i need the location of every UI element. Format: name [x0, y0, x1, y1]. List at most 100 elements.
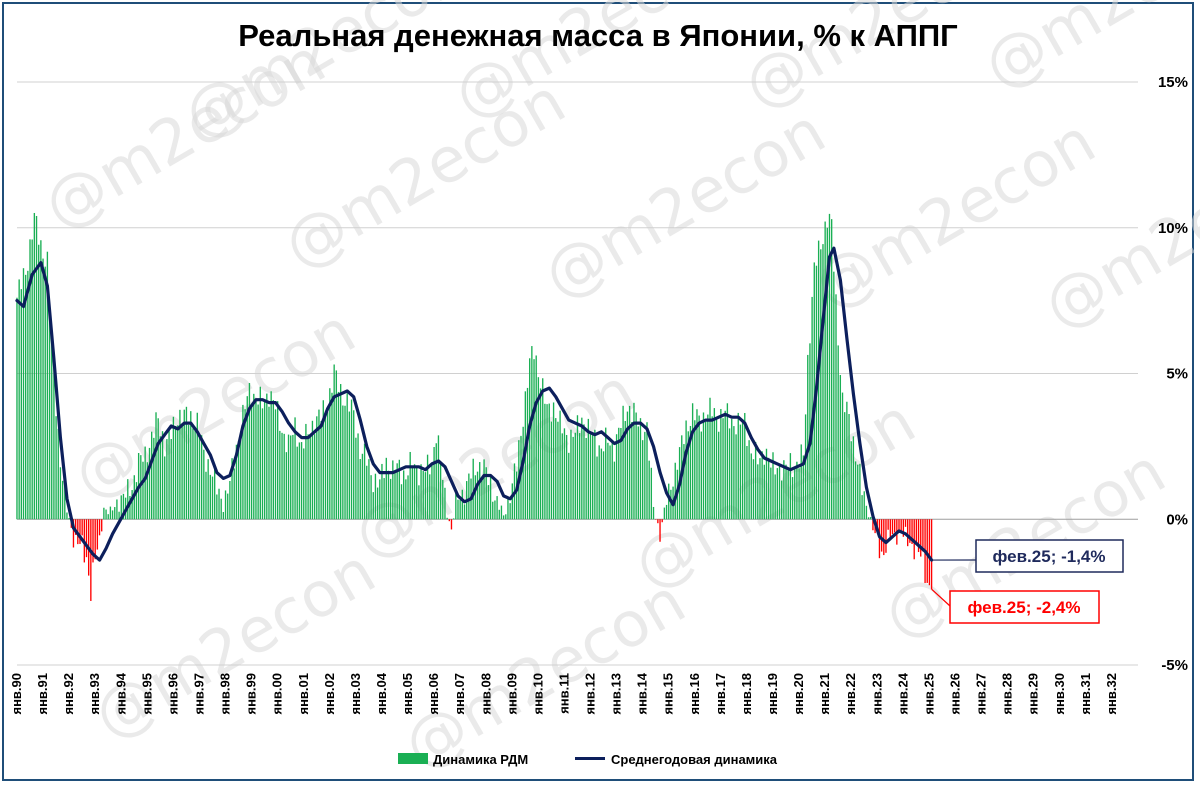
bar: [190, 411, 192, 520]
bar: [42, 258, 44, 520]
bar: [355, 437, 357, 520]
x-tick-label: янв.14: [635, 672, 650, 714]
bar: [413, 464, 416, 520]
bar: [237, 440, 240, 520]
bar: [698, 415, 700, 520]
bar: [240, 438, 242, 520]
bar: [537, 377, 540, 520]
bar: [494, 500, 496, 520]
bar: [426, 454, 429, 520]
bar: [787, 467, 789, 520]
bar: [335, 370, 338, 520]
bar: [479, 462, 481, 520]
bar: [902, 519, 905, 537]
bar: [652, 506, 655, 520]
bar: [583, 424, 585, 520]
x-tick-label: янв.17: [713, 673, 728, 715]
bar: [389, 478, 392, 520]
bar: [472, 458, 474, 520]
bar: [615, 434, 618, 520]
bar: [661, 519, 663, 523]
bar: [48, 303, 51, 520]
bar: [600, 448, 603, 520]
bar: [794, 467, 796, 520]
bar: [307, 434, 309, 520]
x-tick-label: янв.11: [556, 673, 571, 714]
bar: [609, 445, 611, 520]
bar: [61, 480, 64, 520]
bar: [828, 213, 831, 520]
bar: [442, 479, 444, 520]
bar: [187, 424, 190, 520]
bar: [635, 412, 637, 520]
bar: [737, 412, 739, 520]
bar: [229, 481, 231, 520]
bar: [270, 391, 272, 520]
bar: [887, 519, 889, 530]
bar: [370, 475, 372, 520]
bar: [765, 448, 768, 520]
bar: [796, 461, 798, 520]
bar: [253, 393, 255, 520]
bar: [266, 393, 268, 520]
bar: [92, 519, 94, 563]
bar: [151, 431, 153, 520]
bar: [366, 465, 368, 520]
bar: [51, 329, 53, 520]
bar: [346, 393, 348, 520]
bar: [324, 413, 327, 520]
bar: [38, 244, 40, 520]
x-tick-label: янв.06: [426, 673, 441, 715]
bar: [198, 438, 201, 520]
bar: [340, 384, 342, 520]
bar: [257, 404, 259, 520]
x-tick-label: янв.13: [609, 673, 624, 715]
bar: [348, 411, 351, 520]
bar: [844, 412, 846, 520]
bar: [813, 262, 815, 520]
bar: [224, 490, 227, 520]
bar: [668, 483, 670, 520]
bar: [376, 487, 379, 520]
bar: [444, 487, 446, 520]
bar: [898, 519, 900, 532]
bar: [170, 439, 172, 520]
bar: [565, 434, 568, 520]
bar: [44, 266, 46, 520]
bar: [420, 464, 422, 520]
bar: [559, 410, 561, 520]
bar: [811, 296, 813, 520]
bar: [650, 467, 653, 520]
bar: [542, 378, 544, 520]
bar: [830, 219, 833, 520]
bar: [105, 509, 107, 520]
bar: [496, 496, 498, 520]
bar: [776, 468, 779, 520]
bar: [235, 444, 238, 520]
bar: [16, 297, 18, 520]
bar: [728, 428, 731, 520]
bar: [101, 519, 103, 532]
bar: [411, 467, 414, 520]
bar: [157, 418, 159, 520]
x-tick-label: янв.99: [244, 673, 259, 715]
bar: [535, 355, 537, 520]
bar: [200, 435, 203, 520]
x-tick-label: янв.95: [139, 673, 154, 715]
bar-series: [16, 212, 933, 601]
bar: [889, 519, 891, 541]
bar: [203, 449, 205, 520]
bar: [744, 412, 746, 520]
bar: [689, 425, 692, 520]
bar: [507, 497, 509, 520]
bar: [263, 401, 266, 520]
bar: [891, 519, 894, 535]
bar: [68, 517, 70, 520]
bar: [531, 346, 533, 520]
bar: [511, 483, 513, 520]
bar: [907, 519, 909, 547]
bar: [485, 467, 487, 520]
bar: [900, 519, 902, 533]
bar: [303, 448, 305, 520]
